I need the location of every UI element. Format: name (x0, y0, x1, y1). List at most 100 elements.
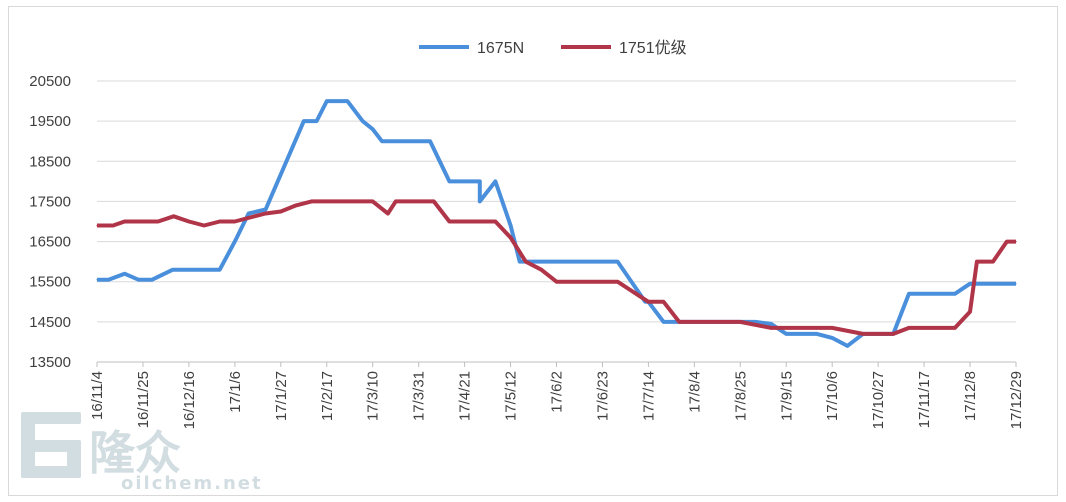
data-point (693, 321, 696, 323)
x-tick-label: 17/5/12 (503, 371, 520, 421)
data-point (326, 100, 328, 102)
data-point (372, 128, 374, 130)
data-point (555, 261, 558, 263)
y-tick-label: 17500 (29, 193, 71, 210)
data-point (969, 283, 971, 285)
data-point (234, 220, 236, 223)
data-point (510, 224, 512, 227)
data-point (954, 293, 956, 295)
x-tick-label: 17/11/17 (916, 371, 933, 428)
legend-label: 1751优级 (619, 39, 687, 57)
data-point (248, 212, 250, 215)
data-point (142, 220, 144, 223)
data-point (234, 241, 236, 243)
data-point (1006, 241, 1008, 243)
x-tick-label: 17/7/14 (640, 371, 657, 421)
x-tick-label: 17/3/31 (411, 371, 428, 421)
data-point (448, 220, 450, 223)
y-tick-label: 16500 (29, 234, 71, 251)
y-tick-label: 19500 (29, 113, 71, 130)
data-point (525, 261, 527, 263)
x-tick-label: 17/8/25 (732, 371, 749, 421)
x-tick-label: 17/10/6 (824, 371, 841, 421)
data-point (96, 224, 98, 227)
data-point (519, 261, 521, 263)
data-point (908, 293, 910, 295)
data-point (157, 220, 159, 223)
data-point (494, 220, 496, 223)
data-point (479, 180, 481, 182)
data-point (494, 180, 496, 182)
data-point (311, 200, 313, 202)
data-point (663, 321, 665, 323)
data-point (448, 180, 450, 182)
data-point (846, 345, 849, 347)
y-tick-label: 13500 (29, 354, 71, 371)
data-point (372, 200, 374, 202)
data-point (107, 279, 110, 281)
x-tick-label: 16/12/16 (181, 371, 198, 429)
x-tick-label: 17/9/15 (778, 371, 795, 421)
data-point (923, 293, 925, 295)
data-point (326, 200, 328, 202)
legend-item-0[interactable]: 1675N (419, 40, 524, 57)
data-point (739, 321, 741, 323)
watermark-brand: 隆众 (89, 426, 181, 480)
data-point (203, 224, 205, 227)
data-point (280, 210, 282, 213)
data-point (429, 140, 431, 142)
data-point (464, 220, 466, 223)
x-tick-label: 17/8/4 (686, 371, 703, 413)
data-point (831, 327, 833, 329)
x-tick-label: 17/2/17 (319, 371, 336, 421)
data-point (754, 321, 757, 323)
x-tick-label: 17/4/21 (457, 371, 474, 421)
y-tick-label: 20500 (29, 73, 71, 90)
x-tick-label: 17/1/6 (227, 371, 244, 413)
legend-item-1[interactable]: 1751优级 (561, 39, 687, 57)
data-point (992, 261, 994, 263)
data-point (387, 212, 389, 215)
data-point (124, 273, 126, 275)
data-point (433, 200, 435, 202)
data-point (137, 279, 139, 281)
data-point (976, 261, 978, 263)
series-lines (96, 99, 1017, 348)
data-point (678, 321, 680, 323)
legend[interactable]: 1675N 1751优级 (419, 39, 687, 57)
data-point (112, 224, 114, 227)
data-point (362, 120, 364, 122)
x-tick-label: 17/12/8 (962, 371, 979, 421)
data-point (617, 261, 619, 263)
watermark-logo: 隆众 oilchem.net (21, 412, 261, 494)
data-point (346, 100, 348, 102)
data-point (954, 327, 956, 329)
data-point (96, 279, 98, 281)
series-line-0 (97, 99, 1016, 348)
data-point (586, 281, 588, 283)
line-chart: 隆众 oilchem.net 13500 14500 15500 16500 17500… (21, 39, 1025, 494)
y-tick-label: 15500 (29, 274, 71, 291)
data-point (249, 216, 251, 219)
oilchem-logo-icon (21, 412, 81, 478)
data-point (172, 269, 174, 271)
data-point (173, 215, 175, 217)
data-point (265, 212, 267, 215)
data-point (510, 237, 512, 239)
x-tick-label: 17/10/27 (870, 371, 887, 429)
x-tick-label: 17/12/29 (1008, 371, 1025, 429)
data-point (663, 301, 665, 303)
x-tick-label: 16/11/25 (135, 371, 152, 428)
x-axis: 16/11/4 16/11/25 16/12/16 17/1/6 17/1/27 17/2… (89, 361, 1025, 429)
y-tick-label: 18500 (29, 153, 71, 170)
data-point (816, 333, 818, 335)
data-point (770, 323, 772, 325)
data-point (303, 120, 305, 122)
data-point (219, 220, 221, 223)
series-line-1 (97, 199, 1016, 336)
data-point (479, 200, 481, 202)
data-point (892, 333, 894, 335)
data-point (969, 311, 971, 313)
data-point (555, 281, 558, 283)
data-point (188, 220, 190, 223)
